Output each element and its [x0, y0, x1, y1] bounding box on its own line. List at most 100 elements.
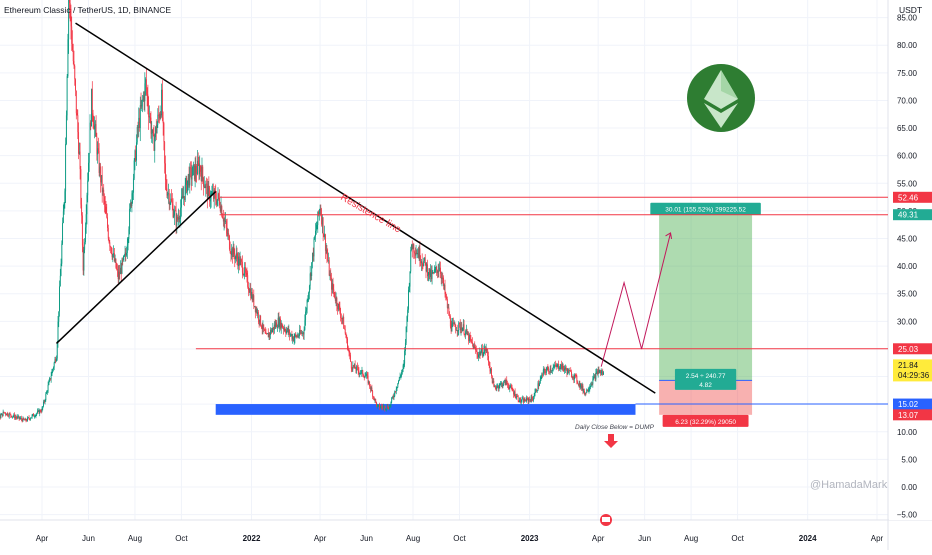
candle-body	[468, 335, 470, 342]
candle-body	[505, 379, 507, 385]
candle-body	[211, 193, 213, 195]
candle-body	[46, 391, 48, 393]
candle-body	[267, 333, 268, 335]
candle-body	[488, 356, 489, 363]
candle-body	[420, 261, 422, 263]
candle-body	[24, 418, 26, 421]
candle-body	[148, 106, 150, 118]
candle-body	[270, 329, 272, 333]
candle-body	[358, 370, 360, 374]
candle-body	[584, 392, 586, 395]
candle-body	[491, 375, 493, 383]
candle-body	[259, 315, 261, 323]
candle-body	[78, 151, 80, 154]
candle-body	[542, 369, 544, 376]
candle-body	[254, 305, 256, 312]
candle-body	[159, 114, 161, 119]
candle-body	[338, 303, 340, 307]
candle-body	[591, 383, 593, 385]
candle-body	[353, 364, 355, 367]
candle-body	[142, 99, 144, 101]
time-axis[interactable]: Apr Jun Aug Oct 2022 Apr Jun Aug Oct 2023 Apr Jun Au…	[36, 514, 884, 543]
candle-body	[238, 256, 240, 266]
price-axis[interactable]: 85.0080.0075.0070.0065.0060.0055.0050.00…	[889, 0, 932, 520]
candle-body	[234, 254, 236, 260]
candle-body	[599, 370, 601, 373]
candle-body	[104, 196, 105, 205]
candle-body	[110, 246, 112, 248]
candle-body	[404, 342, 406, 351]
down-arrow-icon	[604, 434, 618, 448]
candle-body	[345, 333, 347, 338]
candle-body	[48, 381, 50, 385]
candle-body	[321, 217, 323, 225]
candle-body	[375, 398, 377, 402]
candle-body	[54, 359, 56, 363]
candle-body	[318, 210, 320, 215]
candle-body	[45, 393, 47, 401]
candle-body	[352, 365, 354, 370]
candle-body	[60, 263, 62, 276]
candle-body	[472, 343, 474, 349]
candle-body	[76, 113, 78, 116]
candle-body	[6, 413, 8, 415]
candle-body	[543, 368, 545, 370]
candle-body	[135, 150, 137, 161]
candle-body	[187, 180, 188, 192]
candle-body	[62, 211, 64, 224]
candle-body	[244, 267, 246, 275]
candle-body	[9, 413, 11, 415]
candle-body	[391, 397, 393, 402]
price-tick: 40.00	[897, 262, 918, 271]
candle-body	[356, 366, 358, 371]
candle-body	[58, 311, 60, 322]
candle-body	[203, 177, 204, 187]
candle-body	[204, 186, 206, 188]
resistance-line-label: Resistence line	[339, 192, 404, 236]
candle-body	[581, 385, 583, 389]
candle-body	[498, 386, 500, 389]
price-axis-bg	[889, 0, 932, 520]
candle-body	[163, 123, 165, 142]
candle-body	[451, 323, 453, 332]
candle-body	[51, 371, 53, 376]
candle-body	[510, 385, 511, 388]
candle-body	[456, 330, 458, 332]
candle-body	[344, 328, 345, 330]
candle-body	[298, 335, 300, 337]
candle-body	[443, 285, 445, 286]
candle-body	[248, 286, 249, 291]
candle-body	[97, 148, 99, 151]
price-tick: 60.00	[897, 152, 918, 161]
candle-body	[85, 214, 87, 228]
time-tick: Aug	[128, 534, 142, 543]
candle-body	[237, 258, 239, 267]
candle-body	[448, 307, 450, 316]
candle-body	[598, 370, 600, 373]
candle-body	[464, 334, 466, 336]
candle-body	[181, 196, 183, 197]
candle-body	[346, 337, 348, 339]
trendlines[interactable]	[55, 22, 673, 394]
candle-body	[219, 197, 220, 206]
stop-label: 6.23 (32.29%) 29050	[675, 419, 736, 426]
candle-body	[537, 383, 539, 391]
candle-body	[366, 373, 368, 376]
position-tool[interactable]: 30.01 (155.52%) 299225.52 2.54 ÷ 240.77 4.…	[650, 202, 761, 427]
price-badge-bg	[893, 398, 932, 410]
candle-body	[532, 398, 534, 401]
candle-body	[257, 312, 259, 315]
candle-body	[349, 352, 351, 356]
candle-body	[569, 370, 571, 372]
candle-body	[161, 89, 163, 116]
candle-body	[130, 203, 132, 206]
candle-body	[449, 315, 451, 317]
candle-body	[279, 318, 281, 327]
candle-body	[558, 368, 560, 370]
candle-body	[83, 249, 85, 271]
candle-body	[123, 255, 125, 257]
candle-body	[405, 326, 407, 343]
candle-body	[471, 339, 473, 343]
candle-body	[440, 267, 441, 274]
